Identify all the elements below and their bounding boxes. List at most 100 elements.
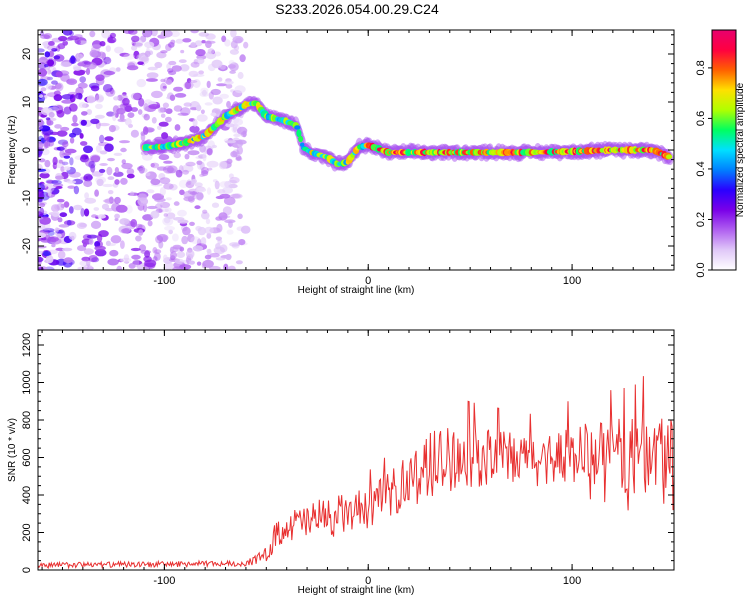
- noise-blob: [196, 114, 208, 122]
- noise-blob: [173, 201, 180, 206]
- noise-blob: [99, 150, 108, 155]
- noise-blob: [205, 33, 216, 40]
- noise-blob: [95, 176, 107, 184]
- noise-blob: [84, 208, 90, 217]
- noise-blob: [95, 145, 102, 153]
- snr-xtick-label: 100: [563, 575, 581, 587]
- noise-blob: [113, 171, 124, 177]
- colorbar-tick-label: 0.4: [695, 161, 707, 176]
- noise-blob: [61, 99, 73, 104]
- noise-blob: [45, 255, 54, 264]
- noise-blob: [158, 121, 169, 127]
- noise-blob: [69, 137, 75, 144]
- noise-blob: [214, 51, 221, 57]
- noise-blob: [224, 39, 231, 47]
- noise-blob: [162, 165, 174, 174]
- noise-blob: [138, 229, 144, 236]
- noise-blob: [224, 219, 236, 224]
- noise-blob: [219, 244, 228, 253]
- noise-blob: [39, 55, 47, 63]
- noise-blob: [130, 247, 141, 252]
- noise-blob: [215, 236, 222, 241]
- noise-blob: [198, 70, 205, 75]
- noise-blob: [137, 197, 149, 206]
- noise-blob: [52, 156, 58, 166]
- noise-blob: [148, 128, 154, 133]
- noise-blob: [140, 249, 152, 255]
- noise-blob: [116, 265, 123, 270]
- noise-blob: [187, 233, 195, 243]
- noise-blob: [226, 158, 233, 164]
- noise-blob: [62, 141, 69, 148]
- noise-blob: [199, 173, 205, 177]
- noise-blob: [54, 83, 62, 90]
- noise-blob: [58, 35, 68, 42]
- colorbar-ticks: 0.0 0.2 0.4 0.6 0.8: [695, 60, 712, 278]
- noise-blob: [57, 198, 65, 203]
- noise-blob: [229, 242, 241, 247]
- noise-blob: [152, 247, 158, 254]
- noise-blob: [138, 165, 145, 174]
- noise-blob: [73, 34, 83, 39]
- noise-blob: [192, 118, 198, 127]
- noise-blob: [45, 117, 51, 121]
- noise-blob: [47, 236, 59, 243]
- noise-blob: [230, 40, 238, 49]
- noise-blob: [114, 196, 121, 204]
- noise-blob: [38, 94, 44, 98]
- noise-blob: [234, 85, 246, 94]
- noise-blob: [119, 218, 130, 225]
- noise-blob: [120, 177, 128, 185]
- noise-blob: [133, 50, 140, 60]
- noise-blob: [163, 262, 174, 270]
- noise-blob: [61, 94, 74, 100]
- noise-blob: [114, 213, 120, 219]
- noise-blob: [97, 214, 106, 219]
- noise-blob: [228, 265, 236, 270]
- noise-blob: [38, 56, 48, 64]
- noise-blob: [174, 124, 181, 131]
- noise-blob: [172, 266, 182, 270]
- noise-blob: [188, 70, 199, 78]
- noise-blob: [165, 197, 172, 201]
- noise-blob: [108, 125, 116, 133]
- noise-blob: [190, 61, 200, 68]
- noise-blob: [38, 118, 44, 127]
- noise-blob: [67, 185, 76, 189]
- noise-blob: [236, 146, 243, 155]
- spectrogram-xtick-label: 100: [563, 275, 581, 287]
- noise-blob: [83, 61, 93, 65]
- noise-blob: [228, 173, 234, 179]
- noise-blob: [186, 179, 192, 185]
- noise-blob: [217, 77, 223, 82]
- noise-blob: [152, 256, 158, 262]
- noise-blob: [38, 182, 45, 192]
- noise-blob: [183, 190, 195, 199]
- noise-blob: [115, 67, 121, 72]
- noise-blob: [104, 136, 114, 142]
- noise-blob: [202, 259, 214, 268]
- noise-blob: [222, 206, 232, 216]
- noise-blob: [206, 187, 212, 195]
- noise-blob: [230, 30, 237, 38]
- noise-blob: [160, 30, 173, 38]
- noise-blob: [106, 111, 115, 117]
- noise-blob: [145, 171, 157, 180]
- noise-blob: [170, 39, 176, 45]
- noise-blob: [38, 158, 46, 163]
- noise-blob: [236, 226, 245, 231]
- noise-blob: [69, 31, 74, 37]
- noise-blob: [179, 64, 190, 72]
- colorbar-tick-label: 0.2: [695, 212, 707, 227]
- ridge-mark: [296, 129, 302, 138]
- noise-blob: [86, 95, 96, 104]
- noise-blob: [105, 45, 111, 52]
- noise-blob: [210, 112, 217, 117]
- noise-blob: [196, 261, 202, 266]
- noise-blob: [102, 199, 114, 203]
- noise-blob: [136, 78, 147, 88]
- noise-blob: [143, 113, 150, 121]
- noise-blob: [170, 30, 180, 38]
- snr-ytick-label: 1200: [21, 333, 33, 357]
- noise-blob: [114, 167, 119, 174]
